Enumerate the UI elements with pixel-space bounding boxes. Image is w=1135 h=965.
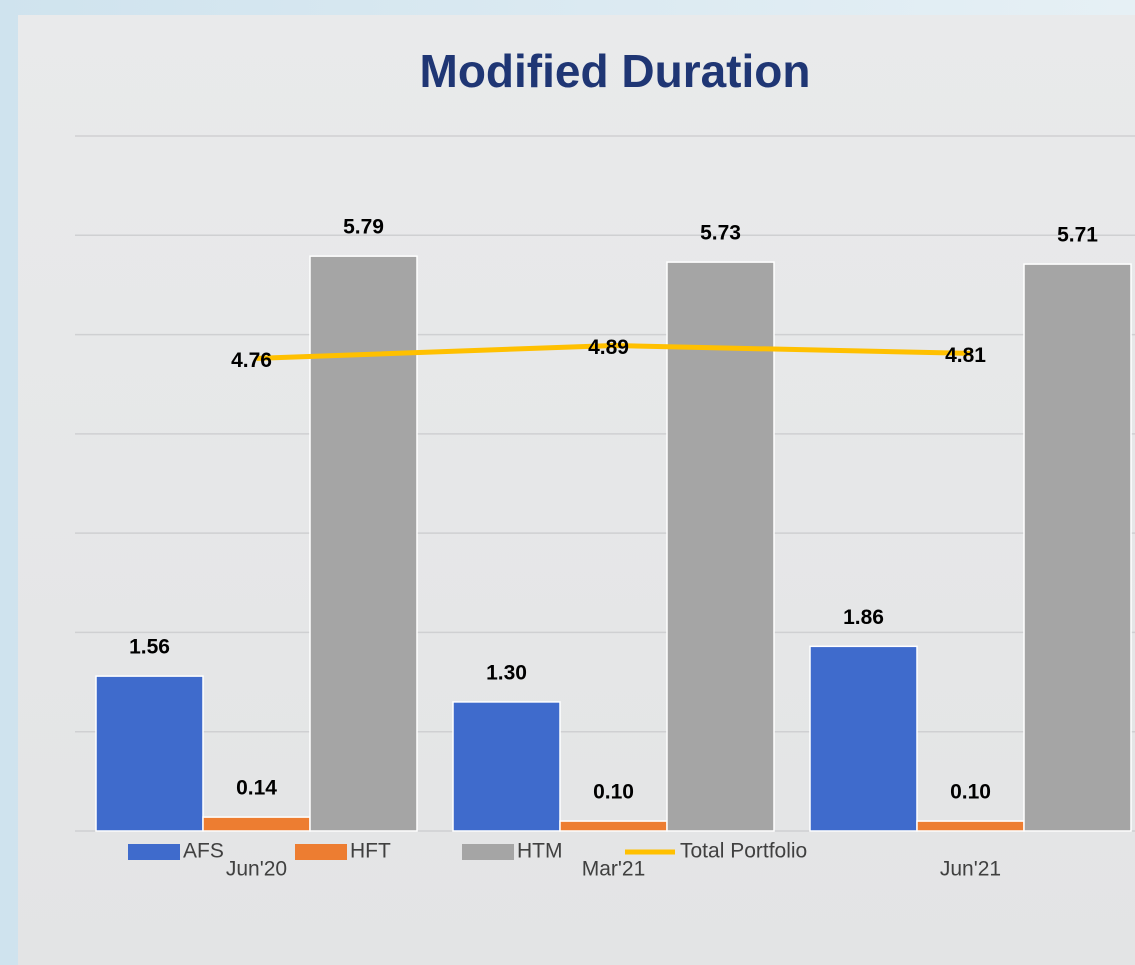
- legend-label: HFT: [350, 840, 391, 863]
- bar: [666, 261, 775, 832]
- data-label: 1.56: [129, 636, 170, 659]
- legend-label: HTM: [517, 840, 563, 863]
- x-tick-label: Jun'20: [226, 858, 287, 881]
- legend-swatch: [295, 844, 347, 860]
- data-label: 5.73: [700, 222, 741, 245]
- legend-label: Total Portfolio: [680, 840, 807, 863]
- data-label: 1.30: [486, 661, 527, 684]
- data-label: 5.79: [343, 216, 384, 239]
- data-label: 0.10: [950, 781, 991, 804]
- data-label: 0.10: [593, 781, 634, 804]
- data-label: 5.71: [1057, 224, 1098, 247]
- x-tick-label: Jun'21: [940, 858, 1001, 881]
- data-label: 4.89: [588, 336, 629, 359]
- legend-swatch: [128, 844, 180, 860]
- bar: [309, 255, 418, 832]
- data-label: 1.86: [843, 606, 884, 629]
- data-label: 4.81: [945, 344, 986, 367]
- x-tick-label: Mar'21: [582, 858, 646, 881]
- line: [256, 342, 971, 361]
- legend-swatch: [462, 844, 514, 860]
- bar: [452, 701, 561, 832]
- bar: [916, 820, 1025, 832]
- bar: [1023, 263, 1132, 832]
- bar: [809, 645, 918, 832]
- bar: [202, 816, 311, 832]
- chart-panel: [18, 15, 1135, 965]
- bar: [559, 820, 668, 832]
- legend-label: AFS: [183, 840, 224, 863]
- data-label: 0.14: [236, 777, 277, 800]
- bar: [95, 675, 204, 832]
- data-label: 4.76: [231, 349, 272, 372]
- chart-title: Modified Duration: [420, 45, 811, 97]
